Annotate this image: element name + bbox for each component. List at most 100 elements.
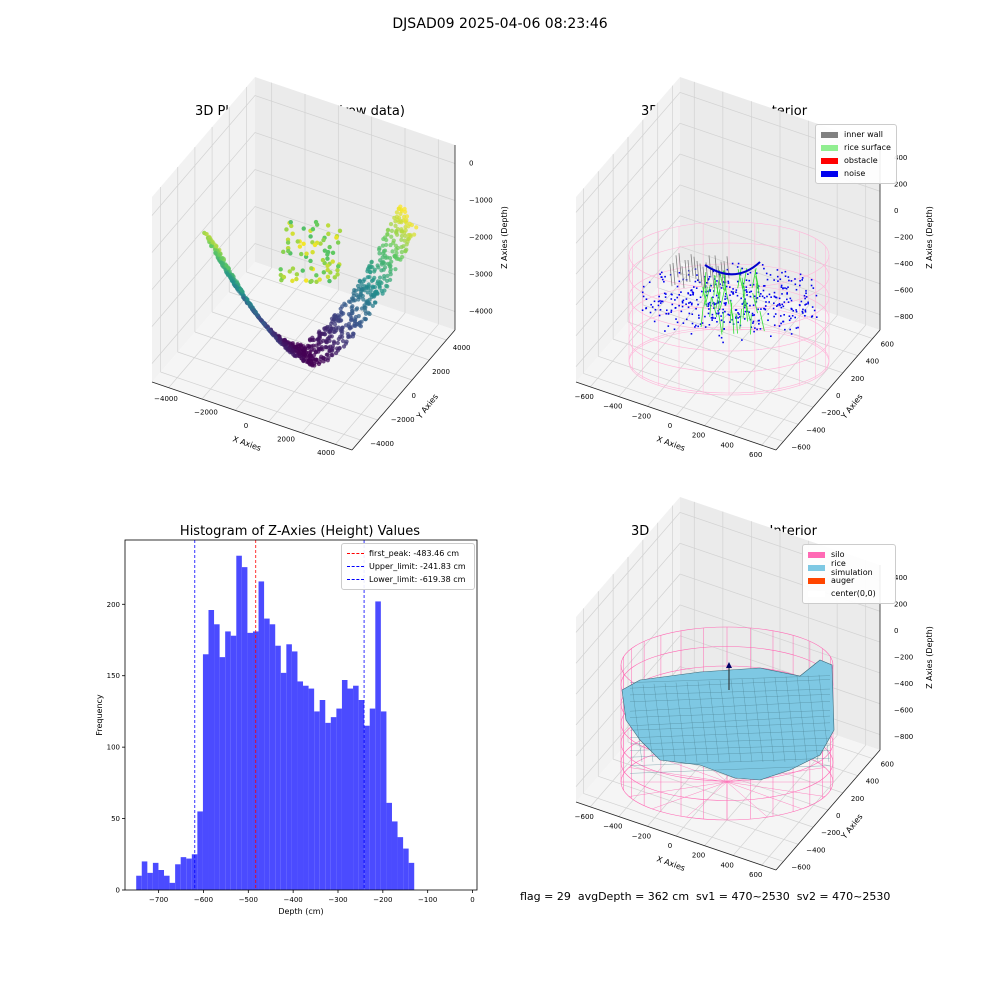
legend-item: Lower_limit: -619.38 cm: [369, 575, 466, 584]
data-point: [334, 235, 339, 240]
y-tick-label: −600: [791, 863, 810, 871]
data-point: [322, 326, 327, 331]
grid-line: [301, 312, 406, 434]
silo-floor-line: [726, 781, 825, 797]
data-point: [335, 240, 341, 245]
data-point: [323, 344, 328, 350]
data-point: [284, 227, 289, 232]
data-point: [347, 326, 353, 331]
noise-point: [732, 291, 734, 294]
inner-wall-point: [699, 263, 703, 286]
noise-point: [695, 324, 697, 327]
data-point: [394, 250, 399, 256]
plot3-legend: first_peak: -483.46 cm Upper_limit: -241…: [341, 543, 475, 590]
data-point: [398, 211, 403, 217]
noise-point: [763, 297, 766, 299]
z-tick-label: 200: [894, 181, 907, 189]
rice-surface-point: [718, 291, 721, 312]
y-tick-label: 200: [851, 375, 864, 383]
plot2-legend: inner wall rice surface obstacle noise: [815, 124, 897, 184]
noise-point: [804, 297, 806, 300]
noise-point: [699, 296, 702, 299]
noise-point: [676, 321, 679, 324]
auger-swatch: [808, 577, 825, 584]
surface-mesh-line: [629, 694, 831, 702]
noise-point: [784, 328, 786, 331]
data-point: [310, 226, 316, 232]
data-point: [380, 243, 386, 248]
noise-point: [768, 293, 771, 296]
noise-point: [751, 312, 754, 315]
noise-point: [678, 271, 681, 274]
noise-point: [701, 322, 704, 324]
noise-point: [708, 323, 711, 326]
noise-point: [770, 296, 772, 298]
noise-point: [767, 319, 769, 322]
histogram-bar: [403, 848, 409, 890]
grid-line: [168, 267, 272, 388]
grid-line: [583, 793, 784, 862]
data-point: [396, 206, 401, 211]
data-point: [319, 354, 324, 359]
y-axis-line: [775, 329, 881, 451]
surface-mesh-line: [686, 681, 698, 763]
data-point: [325, 223, 331, 228]
noise-point: [676, 285, 679, 288]
noise-point: [708, 308, 710, 310]
inner-wall-point: [708, 255, 712, 278]
upper-limit-line-swatch: [347, 566, 364, 567]
noise-point: [745, 286, 748, 288]
data-point: [309, 278, 314, 284]
data-point: [325, 274, 331, 280]
data-point: [385, 255, 390, 260]
noise-point: [723, 321, 725, 323]
noise-point: [681, 305, 684, 308]
noise-point: [790, 299, 793, 302]
legend-item: center(0,0): [831, 589, 876, 598]
noise-point: [641, 291, 644, 294]
noise-point: [779, 278, 782, 281]
noise-point: [687, 292, 689, 294]
data-point: [308, 234, 313, 239]
data-point: [262, 322, 267, 327]
data-point: [379, 288, 384, 294]
noise-point: [781, 271, 783, 274]
y-tick-label: 200: [107, 601, 120, 609]
noise-point: [680, 310, 683, 313]
silo-floor-line: [726, 781, 803, 810]
data-point: [331, 339, 337, 344]
histogram-bar: [336, 708, 342, 890]
grid-line: [151, 206, 456, 327]
histogram-bar: [325, 722, 331, 890]
noise-point: [779, 315, 782, 317]
data-point: [372, 275, 377, 280]
data-point: [365, 290, 370, 295]
inner-wall-point: [717, 265, 721, 288]
data-point: [392, 215, 397, 220]
data-point: [281, 249, 286, 255]
noise-point: [799, 273, 802, 276]
noise-point: [741, 339, 743, 341]
noise-point: [811, 315, 814, 317]
noise-point: [780, 284, 783, 287]
x-tick-label: 0: [668, 422, 672, 430]
data-point: [323, 332, 328, 337]
noise-point: [764, 308, 767, 311]
data-point: [377, 275, 383, 280]
data-point: [307, 337, 313, 342]
data-point: [299, 356, 304, 361]
rice-surface-point: [755, 275, 760, 297]
noise-point: [790, 280, 793, 282]
data-point: [324, 352, 329, 357]
noise-point: [708, 275, 711, 278]
data-point: [249, 306, 254, 311]
data-point: [216, 252, 221, 258]
noise-point: [727, 280, 730, 283]
plot-frame: [124, 539, 478, 891]
data-point: [393, 223, 398, 229]
data-point: [403, 209, 408, 214]
noise-point: [804, 309, 807, 311]
noise-point: [784, 275, 787, 278]
noise-point: [741, 267, 744, 270]
noise-point: [706, 294, 708, 297]
